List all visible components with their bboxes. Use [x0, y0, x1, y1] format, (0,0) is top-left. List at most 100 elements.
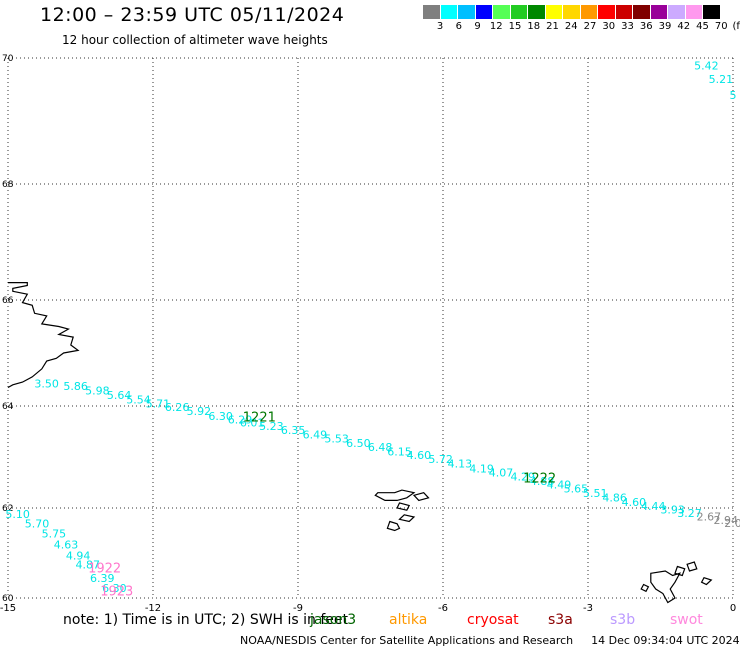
wave-height-value: 6.15: [387, 445, 412, 458]
wave-height-value: 5.51: [583, 487, 608, 500]
scale-label: 27: [583, 21, 597, 32]
wave-height-value: 4.60: [622, 496, 647, 509]
wave-height-value: 4.63: [54, 539, 79, 552]
wave-height-value: 4.13: [448, 458, 473, 471]
wave-height-value: 5.71: [146, 398, 171, 411]
wave-height-value: 4.87: [76, 558, 101, 571]
scale-label: 36: [639, 21, 653, 32]
wave-height-value: 2.67: [697, 511, 722, 524]
wave-height-value: 5.75: [42, 528, 67, 541]
shetland-coastline: [686, 561, 698, 572]
wave-height-value: 5.70: [25, 517, 50, 530]
wave-height-value: 5.42: [694, 59, 719, 72]
scale-swatch: [527, 5, 545, 19]
legend-altika: altika: [389, 612, 428, 628]
footer-credit-line: NOAA/NESDIS Center for Satellite Applica…: [240, 634, 740, 647]
wave-height-value: 4.49: [547, 479, 572, 492]
scale-label: 24: [564, 21, 578, 32]
wave-height-value: 4.86: [602, 491, 627, 504]
wave-height-value: 5.54: [126, 393, 151, 406]
wave-height-value: 4.88: [530, 475, 555, 488]
scale-label: 9: [474, 21, 481, 32]
scale-label: 45: [696, 21, 709, 32]
scale-swatch: [439, 5, 457, 19]
wave-height-value: 4.44: [641, 500, 666, 513]
shetland-coastline: [700, 576, 713, 586]
lon-tick-label: -15: [0, 603, 16, 614]
lat-tick-label: 64: [2, 402, 14, 412]
scale-swatch: [702, 5, 720, 19]
legend-cryosat: cryosat: [467, 612, 519, 628]
lon-tick-label: -12: [145, 603, 161, 614]
wave-height-value: 6.50: [346, 437, 371, 450]
iceland-coastline: [7, 282, 80, 389]
legend-s3a: s3a: [548, 612, 573, 628]
scale-swatch: [492, 5, 510, 19]
faroe-islands-coastline: [386, 520, 401, 532]
lon-tick-label: -6: [438, 603, 448, 614]
wave-height-value: 5: [730, 89, 737, 102]
faroe-islands-coastline: [398, 514, 416, 523]
map-subtitle: 12 hour collection of altimeter wave hei…: [62, 33, 328, 47]
wave-height-value: 5.21: [709, 73, 734, 86]
wave-height-value: 5.23: [259, 420, 284, 433]
wave-height-value: 5.64: [107, 389, 132, 402]
wave-height-value: 2.94: [714, 514, 739, 527]
footer-note: note: 1) Time is in UTC; 2) SWH is in fe…: [63, 612, 349, 628]
scale-swatch: [667, 5, 685, 19]
scale-swatch: [509, 5, 527, 19]
shetland-coastline: [640, 583, 650, 593]
lon-tick-label: 0: [730, 603, 736, 614]
lon-tick-label: -3: [583, 603, 593, 614]
scale-label: 3: [436, 21, 444, 32]
wave-height-value: 6.48: [368, 441, 393, 454]
legend-s3b: s3b: [610, 612, 636, 628]
lat-tick-label: 68: [2, 180, 14, 190]
wave-height-value: 3.93: [660, 503, 685, 516]
faroe-islands-coastline: [374, 489, 416, 501]
wave-height-value: 5.72: [428, 453, 453, 466]
wave-height-value: 4.60: [407, 449, 432, 462]
scale-label: 12: [489, 21, 503, 32]
scale-swatch: [544, 5, 562, 19]
faroe-islands-coastline: [396, 502, 411, 511]
scale-swatch: [457, 5, 475, 19]
pass-time-label: 1923: [100, 584, 133, 599]
wave-height-value: 5.86: [63, 380, 88, 393]
scale-label: 30: [602, 21, 616, 32]
scale-swatch: [597, 5, 615, 19]
wave-height-value: 6.49: [303, 429, 328, 442]
wave-height-color-scale: [422, 5, 720, 19]
timestamp: 14 Dec 09:34:04 UTC 2024: [591, 634, 740, 647]
scale-label: 70: [714, 21, 728, 32]
scale-label: 39: [658, 21, 672, 32]
wave-height-value: 3.27: [677, 507, 702, 520]
scale-swatch: [649, 5, 667, 19]
wave-height-value: 4.07: [489, 466, 514, 479]
wave-height-value: 5.65: [564, 483, 589, 496]
wave-height-value: 5.10: [5, 508, 30, 521]
wave-height-value: 6.30: [102, 582, 127, 595]
wave-height-value: 6.35: [281, 424, 306, 437]
scale-label: 15: [508, 21, 522, 32]
wave-height-value: 4.19: [469, 462, 494, 475]
wave-height-value: 4.29: [511, 470, 536, 483]
scale-label: 18: [527, 21, 541, 32]
legend-jason3: jason3: [310, 612, 357, 628]
wave-height-value: 6.39: [90, 572, 115, 585]
lat-tick-label: 62: [2, 504, 13, 514]
scale-swatch: [614, 5, 632, 19]
wave-height-value: 6.30: [208, 410, 233, 423]
pass-time-label: 1922: [88, 561, 121, 576]
pass-time-label: 1222: [523, 472, 556, 487]
scale-label: (ft): [732, 21, 740, 32]
lat-tick-label: 66: [2, 296, 14, 306]
scale-swatch: [422, 5, 440, 19]
scale-swatch: [474, 5, 492, 19]
wave-height-value: 3.50: [34, 377, 59, 390]
scale-swatch: [562, 5, 580, 19]
shetland-coastline: [650, 570, 682, 604]
scale-swatch: [579, 5, 597, 19]
pass-time-label: 1221: [243, 410, 276, 425]
